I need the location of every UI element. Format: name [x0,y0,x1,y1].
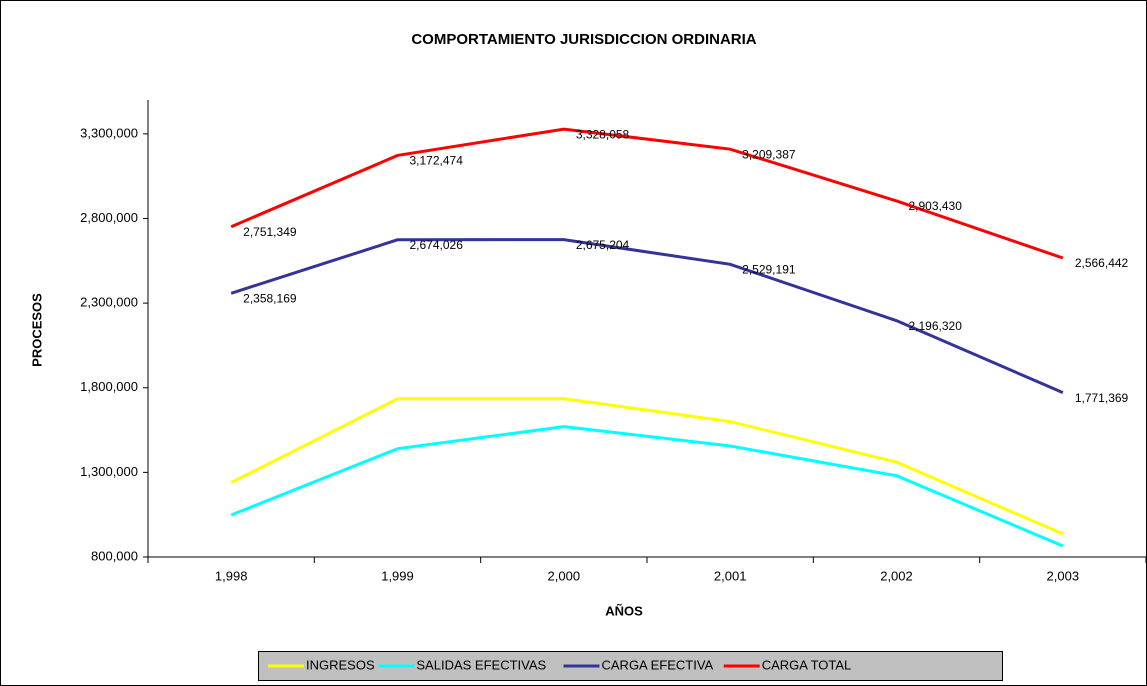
data-label: 3,209,387 [742,147,796,161]
data-label: 2,196,320 [909,319,963,333]
line-series [230,425,1064,548]
legend-label: INGRESOS [306,657,375,672]
line-series [230,127,1064,260]
data-label: 2,674,026 [410,238,464,252]
data-label: 2,529,191 [742,262,796,276]
data-label: 3,328,058 [576,127,630,141]
x-tick-label: 2,002 [880,568,913,583]
data-label: 3,172,474 [410,154,464,168]
x-axis-label: AÑOS [605,603,643,618]
chart-title: COMPORTAMIENTO JURISDICCION ORDINARIA [411,31,756,48]
legend-label: CARGA TOTAL [762,657,852,672]
data-label: 1,771,369 [1075,391,1129,405]
data-label: 2,903,430 [909,199,963,213]
y-tick-label: 2,800,000 [80,210,138,225]
data-label: 2,566,442 [1075,256,1129,270]
x-tick-label: 2,000 [548,568,581,583]
data-label: 2,675,204 [576,238,630,252]
y-tick-label: 1,300,000 [80,464,138,479]
y-tick-label: 2,300,000 [80,295,138,310]
y-tick-label: 800,000 [91,548,138,563]
y-tick-label: 1,800,000 [80,379,138,394]
y-tick-label: 3,300,000 [80,125,138,140]
line-series [230,238,1064,394]
x-tick-label: 1,999 [381,568,414,583]
line-series [230,397,1064,536]
legend-label: SALIDAS EFECTIVAS [416,657,546,672]
legend-label: CARGA EFECTIVA [602,657,714,672]
y-axis-label: PROCESOS [29,293,44,367]
data-label: 2,751,349 [243,225,297,239]
x-tick-label: 2,003 [1047,568,1080,583]
data-label: 2,358,169 [243,291,297,305]
x-tick-label: 1,998 [215,568,248,583]
x-tick-label: 2,001 [714,568,747,583]
